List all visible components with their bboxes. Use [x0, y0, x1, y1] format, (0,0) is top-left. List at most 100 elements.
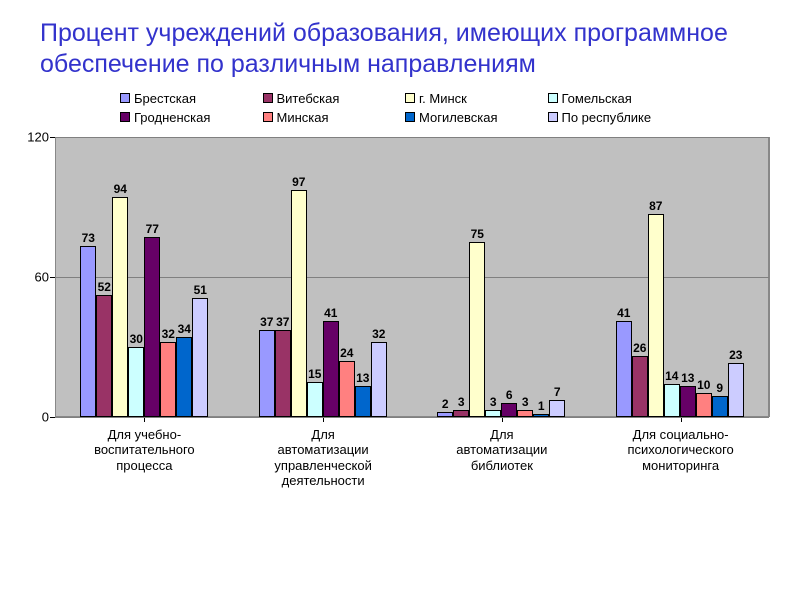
- bar-value-label: 1: [538, 399, 545, 413]
- bar-wrap: 3: [517, 410, 533, 417]
- x-category-label: Дляавтоматизациибиблиотек: [413, 417, 592, 489]
- bar: [80, 246, 96, 416]
- bar-group: 7352943077323451: [55, 137, 234, 417]
- legend-item: Брестская: [120, 91, 253, 106]
- bar-wrap: 37: [259, 330, 275, 416]
- bar-wrap: 94: [112, 197, 128, 416]
- ytick-label: 60: [35, 269, 49, 284]
- bar: [616, 321, 632, 417]
- legend-swatch: [548, 93, 558, 103]
- bar-group: 412687141310923: [591, 137, 770, 417]
- bar: [680, 386, 696, 416]
- x-label-line: психологического: [595, 442, 766, 458]
- bar: [549, 400, 565, 416]
- bar: [664, 384, 680, 417]
- legend-label: Гродненская: [134, 110, 210, 125]
- bar-wrap: 10: [696, 393, 712, 416]
- x-label-line: Для: [238, 427, 409, 443]
- x-label-line: мониторинга: [595, 458, 766, 474]
- legend-swatch: [120, 93, 130, 103]
- bar-wrap: 13: [355, 386, 371, 416]
- legend-swatch: [548, 112, 558, 122]
- bar-wrap: 52: [96, 295, 112, 416]
- ytick-mark: [50, 137, 55, 138]
- bar: [307, 382, 323, 417]
- bar-wrap: 32: [160, 342, 176, 417]
- bar-value-label: 41: [617, 306, 630, 320]
- bar: [144, 237, 160, 417]
- legend-item: Витебская: [263, 91, 396, 106]
- bar-value-label: 41: [324, 306, 337, 320]
- bar-value-label: 3: [522, 395, 529, 409]
- bar: [485, 410, 501, 417]
- bar: [371, 342, 387, 417]
- bar-wrap: 26: [632, 356, 648, 417]
- bar-value-label: 94: [114, 182, 127, 196]
- legend-swatch: [263, 112, 273, 122]
- bar-value-label: 23: [729, 348, 742, 362]
- bar: [355, 386, 371, 416]
- bar-wrap: 77: [144, 237, 160, 417]
- legend-label: Могилевская: [419, 110, 498, 125]
- bar-group: 237536317: [412, 137, 591, 417]
- x-label-line: автоматизации: [238, 442, 409, 458]
- bar: [696, 393, 712, 416]
- legend-item: г. Минск: [405, 91, 538, 106]
- bar-value-label: 6: [506, 388, 513, 402]
- bar: [128, 347, 144, 417]
- bar-wrap: 3: [453, 410, 469, 417]
- bar-wrap: 32: [371, 342, 387, 417]
- bar-wrap: 51: [192, 298, 208, 417]
- ytick-mark: [50, 277, 55, 278]
- legend-label: Витебская: [277, 91, 340, 106]
- bar-value-label: 30: [130, 332, 143, 346]
- bar-value-label: 3: [490, 395, 497, 409]
- x-category-label: Для учебно-воспитательногопроцесса: [55, 417, 234, 489]
- bar-wrap: 37: [275, 330, 291, 416]
- bar-value-label: 13: [356, 371, 369, 385]
- bar-value-label: 3: [458, 395, 465, 409]
- bar-value-label: 9: [716, 381, 723, 395]
- bar: [469, 242, 485, 417]
- bar-wrap: 30: [128, 347, 144, 417]
- bar-wrap: 1: [533, 414, 549, 416]
- legend-item: Гомельская: [548, 91, 681, 106]
- legend: Брестская Витебская г. Минск Гомельская Грод…: [0, 87, 800, 129]
- bar-value-label: 37: [276, 315, 289, 329]
- bar-wrap: 6: [501, 403, 517, 417]
- legend-label: Гомельская: [562, 91, 632, 106]
- bar: [712, 396, 728, 417]
- bar: [517, 410, 533, 417]
- legend-swatch: [120, 112, 130, 122]
- bar-wrap: 73: [80, 246, 96, 416]
- bar-wrap: 3: [485, 410, 501, 417]
- bar-value-label: 32: [162, 327, 175, 341]
- legend-item: Могилевская: [405, 110, 538, 125]
- x-label-line: Для социально-: [595, 427, 766, 443]
- bar-value-label: 13: [681, 371, 694, 385]
- bar-value-label: 87: [649, 199, 662, 213]
- bar-value-label: 75: [471, 227, 484, 241]
- bar-wrap: 15: [307, 382, 323, 417]
- bar: [453, 410, 469, 417]
- bar-value-label: 2: [442, 397, 449, 411]
- bar-wrap: 2: [437, 412, 453, 417]
- bar: [259, 330, 275, 416]
- ytick-label: 120: [27, 129, 49, 144]
- bar: [96, 295, 112, 416]
- legend-swatch: [405, 93, 415, 103]
- bar: [176, 337, 192, 416]
- x-label-line: Для учебно-: [59, 427, 230, 443]
- x-category-label: Для социально-психологическогомониторинг…: [591, 417, 770, 489]
- bar: [323, 321, 339, 417]
- bar: [160, 342, 176, 417]
- bar-groups: 7352943077323451373797154124133223753631…: [55, 137, 769, 417]
- page-title: Процент учреждений образования, имеющих …: [0, 0, 800, 87]
- bar-value-label: 37: [260, 315, 273, 329]
- legend-label: По республике: [562, 110, 652, 125]
- bar: [648, 214, 664, 417]
- chart-plot: 0601207352943077323451373797154124133223…: [55, 137, 770, 417]
- bar-value-label: 7: [554, 385, 561, 399]
- bar-wrap: 34: [176, 337, 192, 416]
- ytick-label: 0: [42, 409, 49, 424]
